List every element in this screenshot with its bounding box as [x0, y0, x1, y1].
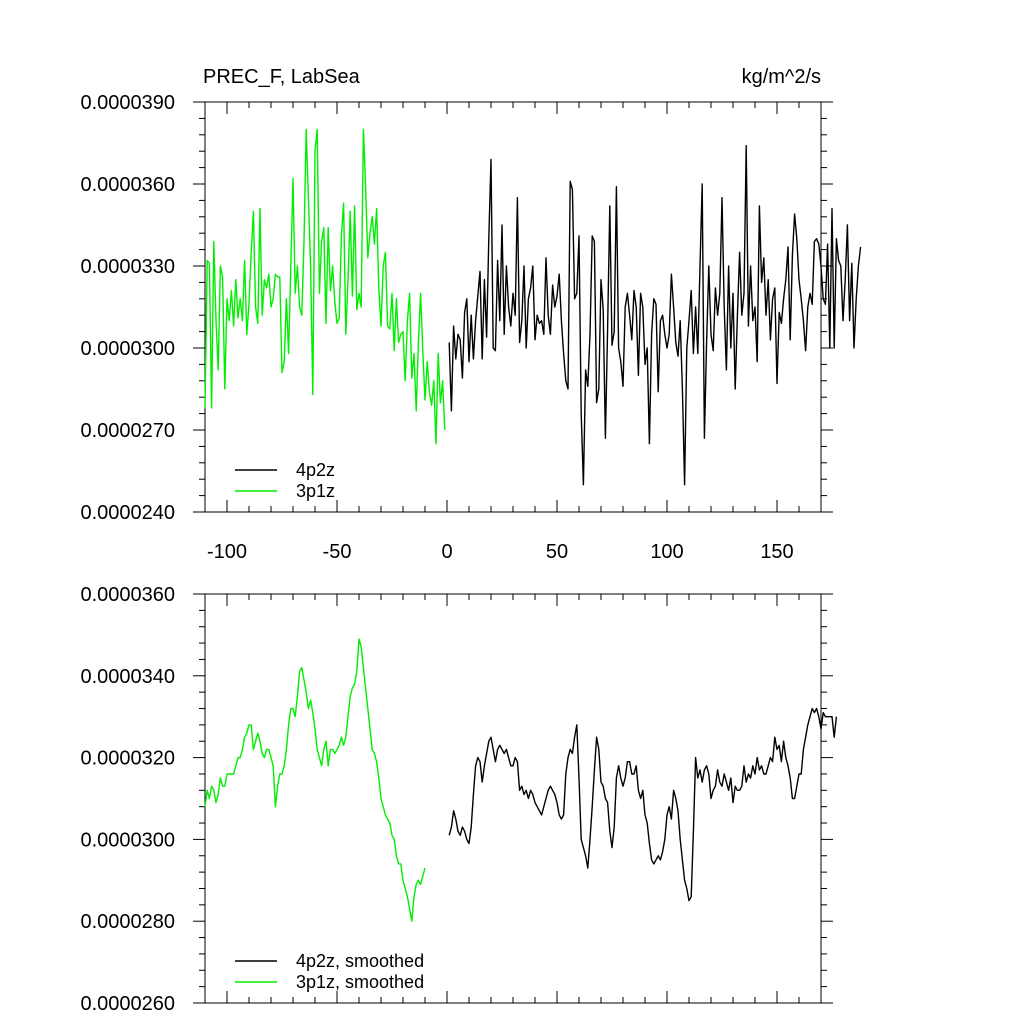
y-tick-label: 0.0000300: [80, 338, 175, 360]
y-tick-label: 0.0000320: [80, 748, 175, 770]
x-tick-label: 100: [650, 541, 683, 563]
y-tick-label: 0.0000360: [80, 174, 175, 196]
x-tick-label: 50: [546, 541, 568, 563]
series-line-3p1z: [204, 128, 446, 445]
y-tick-label: 0.0000270: [80, 420, 175, 442]
y-tick-label: 0.0000240: [80, 502, 175, 524]
y-tick-label: 0.0000360: [80, 584, 175, 606]
y-tick-label: 0.0000280: [80, 911, 175, 933]
y-tick-label: 0.0000340: [80, 666, 175, 688]
x-tick-label: 150: [760, 541, 793, 563]
units-label: kg/m^2/s: [742, 66, 821, 88]
y-tick-label: 0.0000390: [80, 92, 175, 114]
legend-label: 3p1z: [296, 481, 335, 501]
chart-title: PREC_F, LabSea: [203, 66, 361, 88]
x-tick-label: -100: [207, 541, 247, 563]
series-line-4p2z-smoothed: [448, 707, 838, 902]
series-line-3p1z-smoothed: [204, 638, 426, 922]
x-tick-label: -50: [323, 541, 352, 563]
chart-panel-1: -100 -50 0 50 100 150 0.0000240 0.0000270 0.0000…: [80, 66, 862, 563]
legend-label: 4p2z: [296, 460, 335, 480]
x-tick-label: 0: [441, 541, 452, 563]
legend-label: 4p2z, smoothed: [296, 951, 424, 971]
y-tick-label: 0.0000300: [80, 829, 175, 851]
y-tick-label: 0.0000330: [80, 256, 175, 278]
chart-panel-2: 0.0000260 0.0000280 0.0000300 0.0000320 0.00…: [80, 584, 838, 1015]
y-tick-label: 0.0000260: [80, 993, 175, 1015]
plot-frame: [204, 593, 822, 1004]
series-line-4p2z: [448, 144, 862, 486]
legend-label: 3p1z, smoothed: [296, 972, 424, 992]
plot-frame: [204, 101, 822, 513]
